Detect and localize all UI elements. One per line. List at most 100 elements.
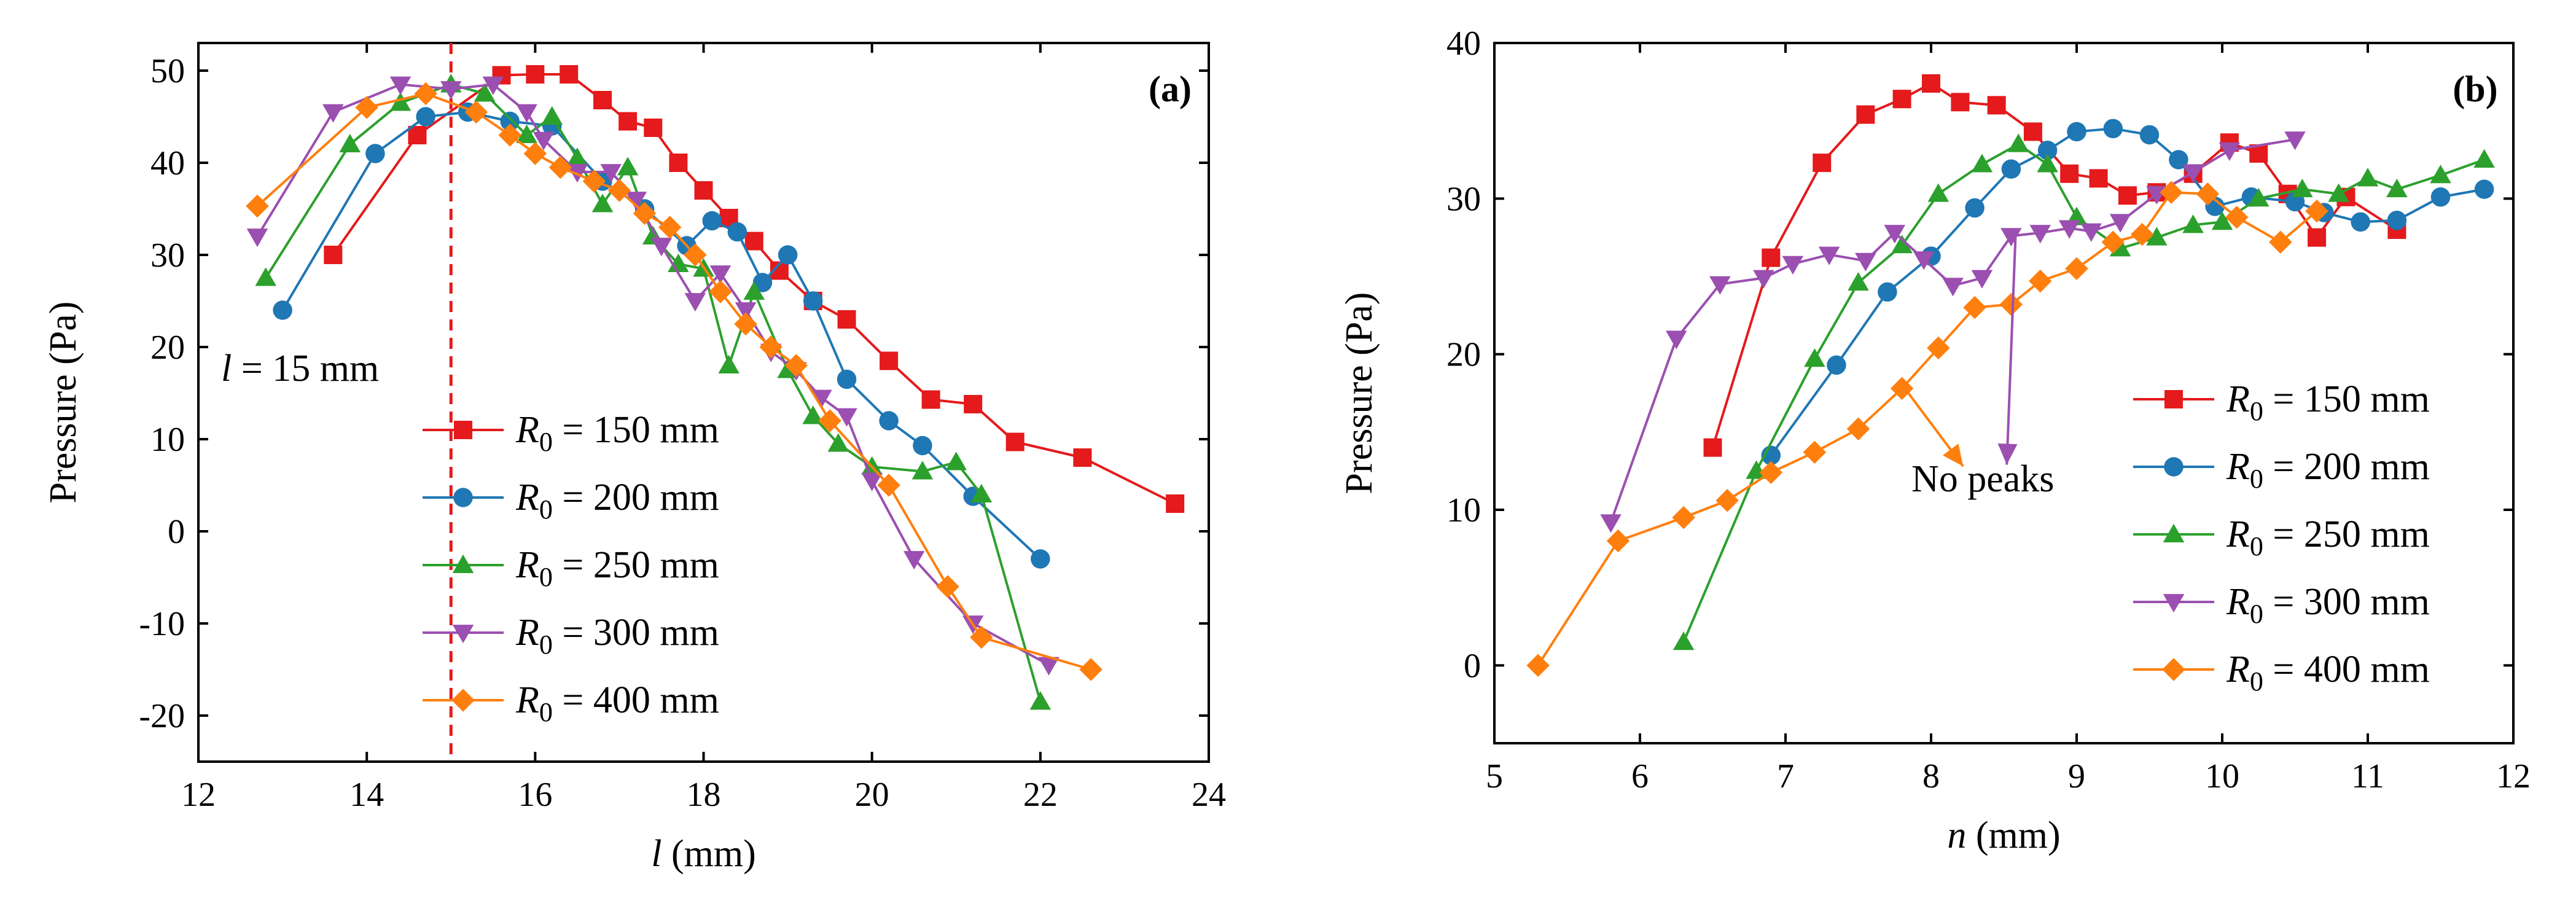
data-point — [339, 133, 361, 152]
data-point — [1856, 105, 1875, 124]
data-point — [2037, 141, 2058, 160]
data-point — [2269, 230, 2292, 254]
data-point — [879, 411, 899, 431]
y-tick-label: 30 — [1446, 180, 1481, 218]
data-point — [633, 201, 657, 225]
data-point — [684, 243, 707, 267]
y-tick-label: 20 — [150, 329, 185, 367]
data-point — [970, 625, 993, 649]
data-point — [1971, 154, 1993, 173]
data-point — [837, 369, 857, 389]
data-point — [2328, 183, 2349, 202]
data-point — [1672, 631, 1695, 650]
data-point — [2162, 658, 2185, 681]
data-point — [836, 408, 857, 427]
data-point — [970, 483, 993, 502]
data-point — [591, 193, 614, 213]
data-point — [2146, 227, 2168, 246]
data-point — [2103, 119, 2123, 139]
data-point — [2163, 594, 2185, 613]
data-point — [877, 474, 900, 497]
data-point — [617, 157, 639, 176]
x-tick-label: 11 — [2351, 757, 2384, 795]
data-point — [2029, 269, 2052, 293]
x-axis-title: l (mm) — [651, 833, 755, 875]
legend-label: R0 = 250 mm — [515, 544, 719, 592]
data-point — [600, 164, 622, 183]
data-point — [2130, 222, 2154, 246]
data-point — [324, 246, 343, 264]
data-point — [389, 76, 412, 95]
data-point — [2000, 228, 2022, 247]
data-point — [702, 211, 722, 231]
x-tick-label: 12 — [2496, 757, 2531, 795]
data-point — [1922, 74, 1940, 93]
data-point — [1031, 549, 1050, 569]
x-tick-label: 6 — [1631, 757, 1649, 795]
y-axis-title: Pressure (Pa) — [42, 302, 84, 504]
data-point — [668, 253, 689, 272]
y-axis-title: Pressure (Pa) — [1338, 292, 1380, 494]
data-point — [2430, 165, 2451, 184]
legend: R0 = 150 mm R0 = 200 mm R0 = 250 mm R0 = 30… — [2133, 378, 2430, 697]
series-4 — [1600, 131, 2306, 533]
data-point — [650, 238, 673, 257]
series-line — [256, 83, 1050, 666]
data-point — [2089, 169, 2108, 188]
data-point — [1818, 246, 1840, 265]
annotation: l = 15 mm — [221, 348, 379, 389]
data-point — [743, 281, 765, 300]
x-tick-label: 5 — [1486, 757, 1503, 795]
data-point — [2308, 228, 2327, 247]
data-point — [516, 104, 537, 123]
data-point — [482, 76, 504, 95]
data-point — [1166, 494, 1185, 513]
data-point — [1666, 330, 1687, 349]
series-5 — [246, 82, 1103, 681]
data-point — [1762, 248, 1781, 267]
legend-label: R0 = 400 mm — [515, 679, 719, 727]
data-point — [2001, 159, 2021, 179]
data-point — [2196, 182, 2220, 206]
legend-label: R0 = 150 mm — [515, 409, 719, 457]
data-point — [818, 409, 841, 432]
y-tick-label: 10 — [1446, 491, 1481, 529]
data-point — [1855, 252, 1876, 271]
data-point — [2248, 188, 2270, 207]
x-tick-label: 20 — [855, 776, 889, 814]
data-point — [1971, 270, 1993, 289]
legend-label: R0 = 150 mm — [2226, 378, 2430, 426]
panel-label: (a) — [1149, 69, 1192, 109]
x-axis-title: n (mm) — [1947, 814, 2060, 856]
data-point — [607, 179, 631, 202]
data-point — [669, 154, 688, 172]
plot-frame — [1493, 42, 2515, 744]
data-point — [734, 312, 757, 336]
data-point — [453, 488, 473, 507]
data-point — [523, 142, 547, 165]
y-tick-label: 30 — [150, 236, 185, 275]
data-point — [2351, 212, 2370, 232]
data-point — [2118, 186, 2137, 205]
data-point — [1913, 251, 1935, 270]
legend-item: R0 = 150 mm — [423, 409, 719, 457]
data-point — [2067, 122, 2086, 142]
data-point — [684, 293, 706, 312]
legend-label: R0 = 200 mm — [2226, 446, 2430, 494]
data-point — [619, 112, 638, 131]
data-point — [1715, 489, 1739, 512]
data-point — [1963, 295, 1986, 319]
data-point — [566, 147, 588, 166]
data-point — [582, 170, 606, 193]
data-point — [1005, 432, 1025, 451]
data-point — [1782, 256, 1804, 275]
legend: R0 = 150 mm R0 = 200 mm R0 = 250 mm R0 = 30… — [423, 409, 719, 727]
data-point — [526, 65, 545, 84]
data-point — [1942, 278, 1964, 297]
data-point — [1073, 448, 1092, 467]
data-point — [548, 155, 572, 179]
data-point — [1987, 96, 2006, 115]
data-point — [1848, 271, 1869, 291]
data-point — [837, 310, 856, 329]
